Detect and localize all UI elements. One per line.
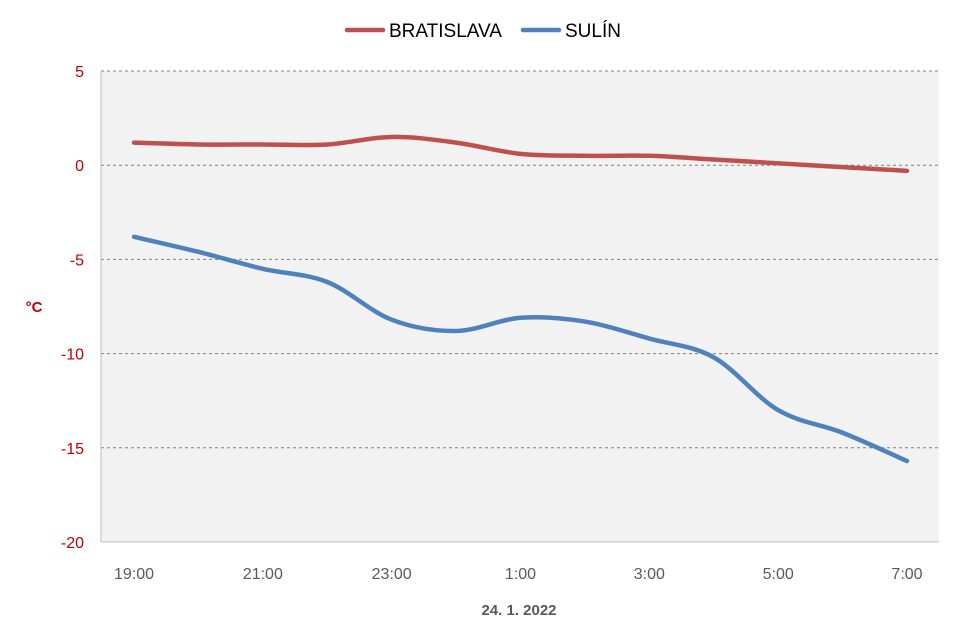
y-tick-label: -20 — [61, 535, 84, 552]
legend: BRATISLAVA SULÍN — [344, 21, 621, 42]
x-axis-ticks: 19:00 21:00 23:00 1:00 3:00 5:00 7:00 — [114, 566, 923, 583]
x-tick-label: 3:00 — [634, 566, 665, 583]
x-tick-label: 19:00 — [114, 566, 154, 583]
plot-area — [101, 71, 939, 542]
series-lines — [131, 134, 910, 464]
x-tick-label: 7:00 — [891, 566, 922, 583]
y-tick-label: -10 — [61, 347, 84, 364]
x-tick-label: 21:00 — [243, 566, 283, 583]
y-axis-ticks: 5 0 -5 -10 -15 -20 — [61, 64, 84, 552]
y-axis-label: °C — [26, 299, 43, 316]
x-tick-label: 5:00 — [763, 566, 794, 583]
x-tick-label: 23:00 — [372, 566, 412, 583]
legend-label-sul-n: SULÍN — [565, 21, 621, 42]
legend-label-bratislava: BRATISLAVA — [389, 21, 502, 42]
series-line-bratislava — [131, 134, 910, 174]
series-line-sul-n — [131, 234, 910, 464]
y-tick-label: 0 — [75, 158, 84, 175]
y-tick-label: -5 — [70, 252, 84, 269]
y-tick-label: -15 — [61, 441, 84, 458]
x-axis-label: 24. 1. 2022 — [481, 602, 556, 619]
x-tick-label: 1:00 — [505, 566, 536, 583]
y-tick-label: 5 — [75, 64, 84, 81]
